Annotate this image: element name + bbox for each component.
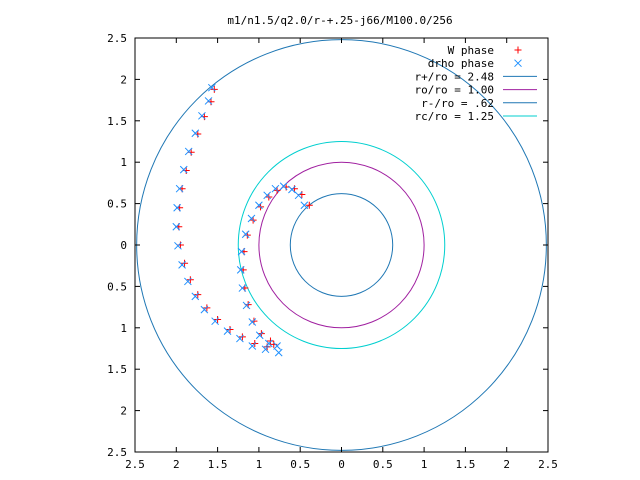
marker-0-31 bbox=[187, 148, 195, 156]
marker-0-30 bbox=[182, 166, 190, 174]
marker-0-21 bbox=[214, 316, 222, 324]
x-tick-label-2: 1.5 bbox=[208, 458, 228, 471]
x-tick-label-1: 2 bbox=[173, 458, 180, 471]
marker-1-29 bbox=[173, 203, 181, 212]
marker-0-23 bbox=[194, 291, 202, 299]
y-tick-label-9: 2 bbox=[120, 73, 127, 86]
x-tick-label-8: 1.5 bbox=[455, 458, 475, 471]
x-tick-label-9: 2 bbox=[503, 458, 510, 471]
marker-1-19 bbox=[248, 342, 257, 350]
marker-1-5 bbox=[263, 191, 272, 200]
x-tick-label-5: 0 bbox=[338, 458, 345, 471]
marker-1-34 bbox=[198, 111, 206, 120]
marker-1-28 bbox=[172, 222, 181, 231]
marker-1-33 bbox=[191, 129, 200, 138]
x-tick-label-7: 1 bbox=[421, 458, 428, 471]
marker-1-23 bbox=[200, 305, 209, 314]
legend-label-1: drho phase bbox=[428, 57, 494, 70]
marker-1-6 bbox=[255, 201, 263, 210]
marker-1-4 bbox=[271, 184, 280, 193]
marker-1-12 bbox=[242, 301, 251, 310]
x-tick-label-10: 2.5 bbox=[538, 458, 558, 471]
marker-1-25 bbox=[184, 277, 192, 286]
marker-1-14 bbox=[255, 331, 264, 340]
legend-swatch-0 bbox=[514, 46, 522, 54]
marker-1-3 bbox=[279, 182, 288, 191]
y-tick-label-7: 1 bbox=[120, 156, 127, 169]
marker-1-32 bbox=[184, 147, 193, 156]
y-tick-label-2: 1.5 bbox=[107, 363, 127, 376]
legend-label-5: rc/ro = 1.25 bbox=[415, 110, 494, 123]
y-tick-label-5: 0 bbox=[120, 239, 127, 252]
legend-label-0: W phase bbox=[448, 44, 494, 57]
marker-1-7 bbox=[247, 214, 256, 223]
marker-1-13 bbox=[248, 318, 257, 326]
marker-0-2 bbox=[290, 185, 298, 193]
marker-0-26 bbox=[176, 241, 184, 249]
legend-label-3: ro/ro = 1.00 bbox=[415, 84, 494, 97]
y-tick-label-0: 2.5 bbox=[107, 446, 127, 459]
marker-1-21 bbox=[223, 327, 232, 335]
marker-1-15 bbox=[264, 339, 273, 348]
legend-swatch-1 bbox=[514, 59, 522, 68]
y-tick-label-8: 1.5 bbox=[107, 115, 127, 128]
marker-1-10 bbox=[236, 265, 245, 274]
marker-0-35 bbox=[210, 85, 218, 93]
marker-1-35 bbox=[204, 97, 213, 105]
marker-1-27 bbox=[174, 241, 182, 250]
x-tick-label-0: 2.5 bbox=[125, 458, 145, 471]
x-tick-label-4: 0.5 bbox=[290, 458, 310, 471]
marker-1-9 bbox=[237, 247, 246, 256]
y-tick-label-1: 2 bbox=[120, 405, 127, 418]
marker-0-20 bbox=[226, 325, 234, 333]
chart-title: m1/n1.5/q2.0/r-+.25-j66/M100.0/256 bbox=[227, 14, 452, 27]
marker-0-22 bbox=[203, 304, 211, 312]
marker-1-0 bbox=[300, 201, 309, 210]
marker-0-24 bbox=[186, 276, 194, 284]
marker-1-17 bbox=[274, 348, 283, 357]
marker-0-32 bbox=[194, 130, 202, 138]
marker-1-20 bbox=[236, 334, 244, 343]
marker-0-3 bbox=[282, 183, 290, 191]
y-tick-label-6: 0.5 bbox=[107, 198, 127, 211]
x-tick-label-3: 1 bbox=[256, 458, 263, 471]
marker-1-11 bbox=[238, 284, 247, 292]
marker-1-22 bbox=[211, 317, 219, 326]
x-tick-label-6: 0.5 bbox=[373, 458, 393, 471]
circle-series-5 bbox=[237, 141, 446, 349]
marker-1-31 bbox=[179, 165, 188, 174]
marker-1-18 bbox=[261, 345, 270, 354]
circle-series-4 bbox=[289, 193, 394, 297]
marker-1-30 bbox=[175, 184, 184, 193]
marker-0-0 bbox=[305, 201, 313, 209]
y-tick-label-10: 2.5 bbox=[107, 32, 127, 45]
marker-1-36 bbox=[207, 83, 216, 92]
marker-1-26 bbox=[178, 261, 186, 269]
legend-label-4: r-/ro = .62 bbox=[421, 97, 494, 110]
data-markers bbox=[172, 83, 313, 357]
marker-1-1 bbox=[294, 191, 303, 200]
marker-1-2 bbox=[288, 185, 296, 194]
circle-series-3 bbox=[258, 161, 425, 329]
marker-1-8 bbox=[241, 230, 250, 239]
legend-label-2: r+/ro = 2.48 bbox=[415, 70, 494, 83]
marker-0-25 bbox=[181, 259, 189, 267]
marker-0-33 bbox=[200, 113, 208, 121]
marker-1-24 bbox=[191, 292, 200, 301]
axis-ticks: 2.5 2 1.5 1 0.5 0 0.5 1 1.5 2 2.52.521.510.500.511… bbox=[107, 32, 558, 471]
y-tick-label-4: 0.5 bbox=[107, 280, 127, 293]
marker-0-15 bbox=[266, 337, 274, 345]
marker-1-16 bbox=[273, 342, 281, 350]
marker-0-34 bbox=[207, 98, 215, 106]
marker-0-19 bbox=[238, 333, 246, 341]
y-tick-label-3: 1 bbox=[120, 322, 127, 335]
